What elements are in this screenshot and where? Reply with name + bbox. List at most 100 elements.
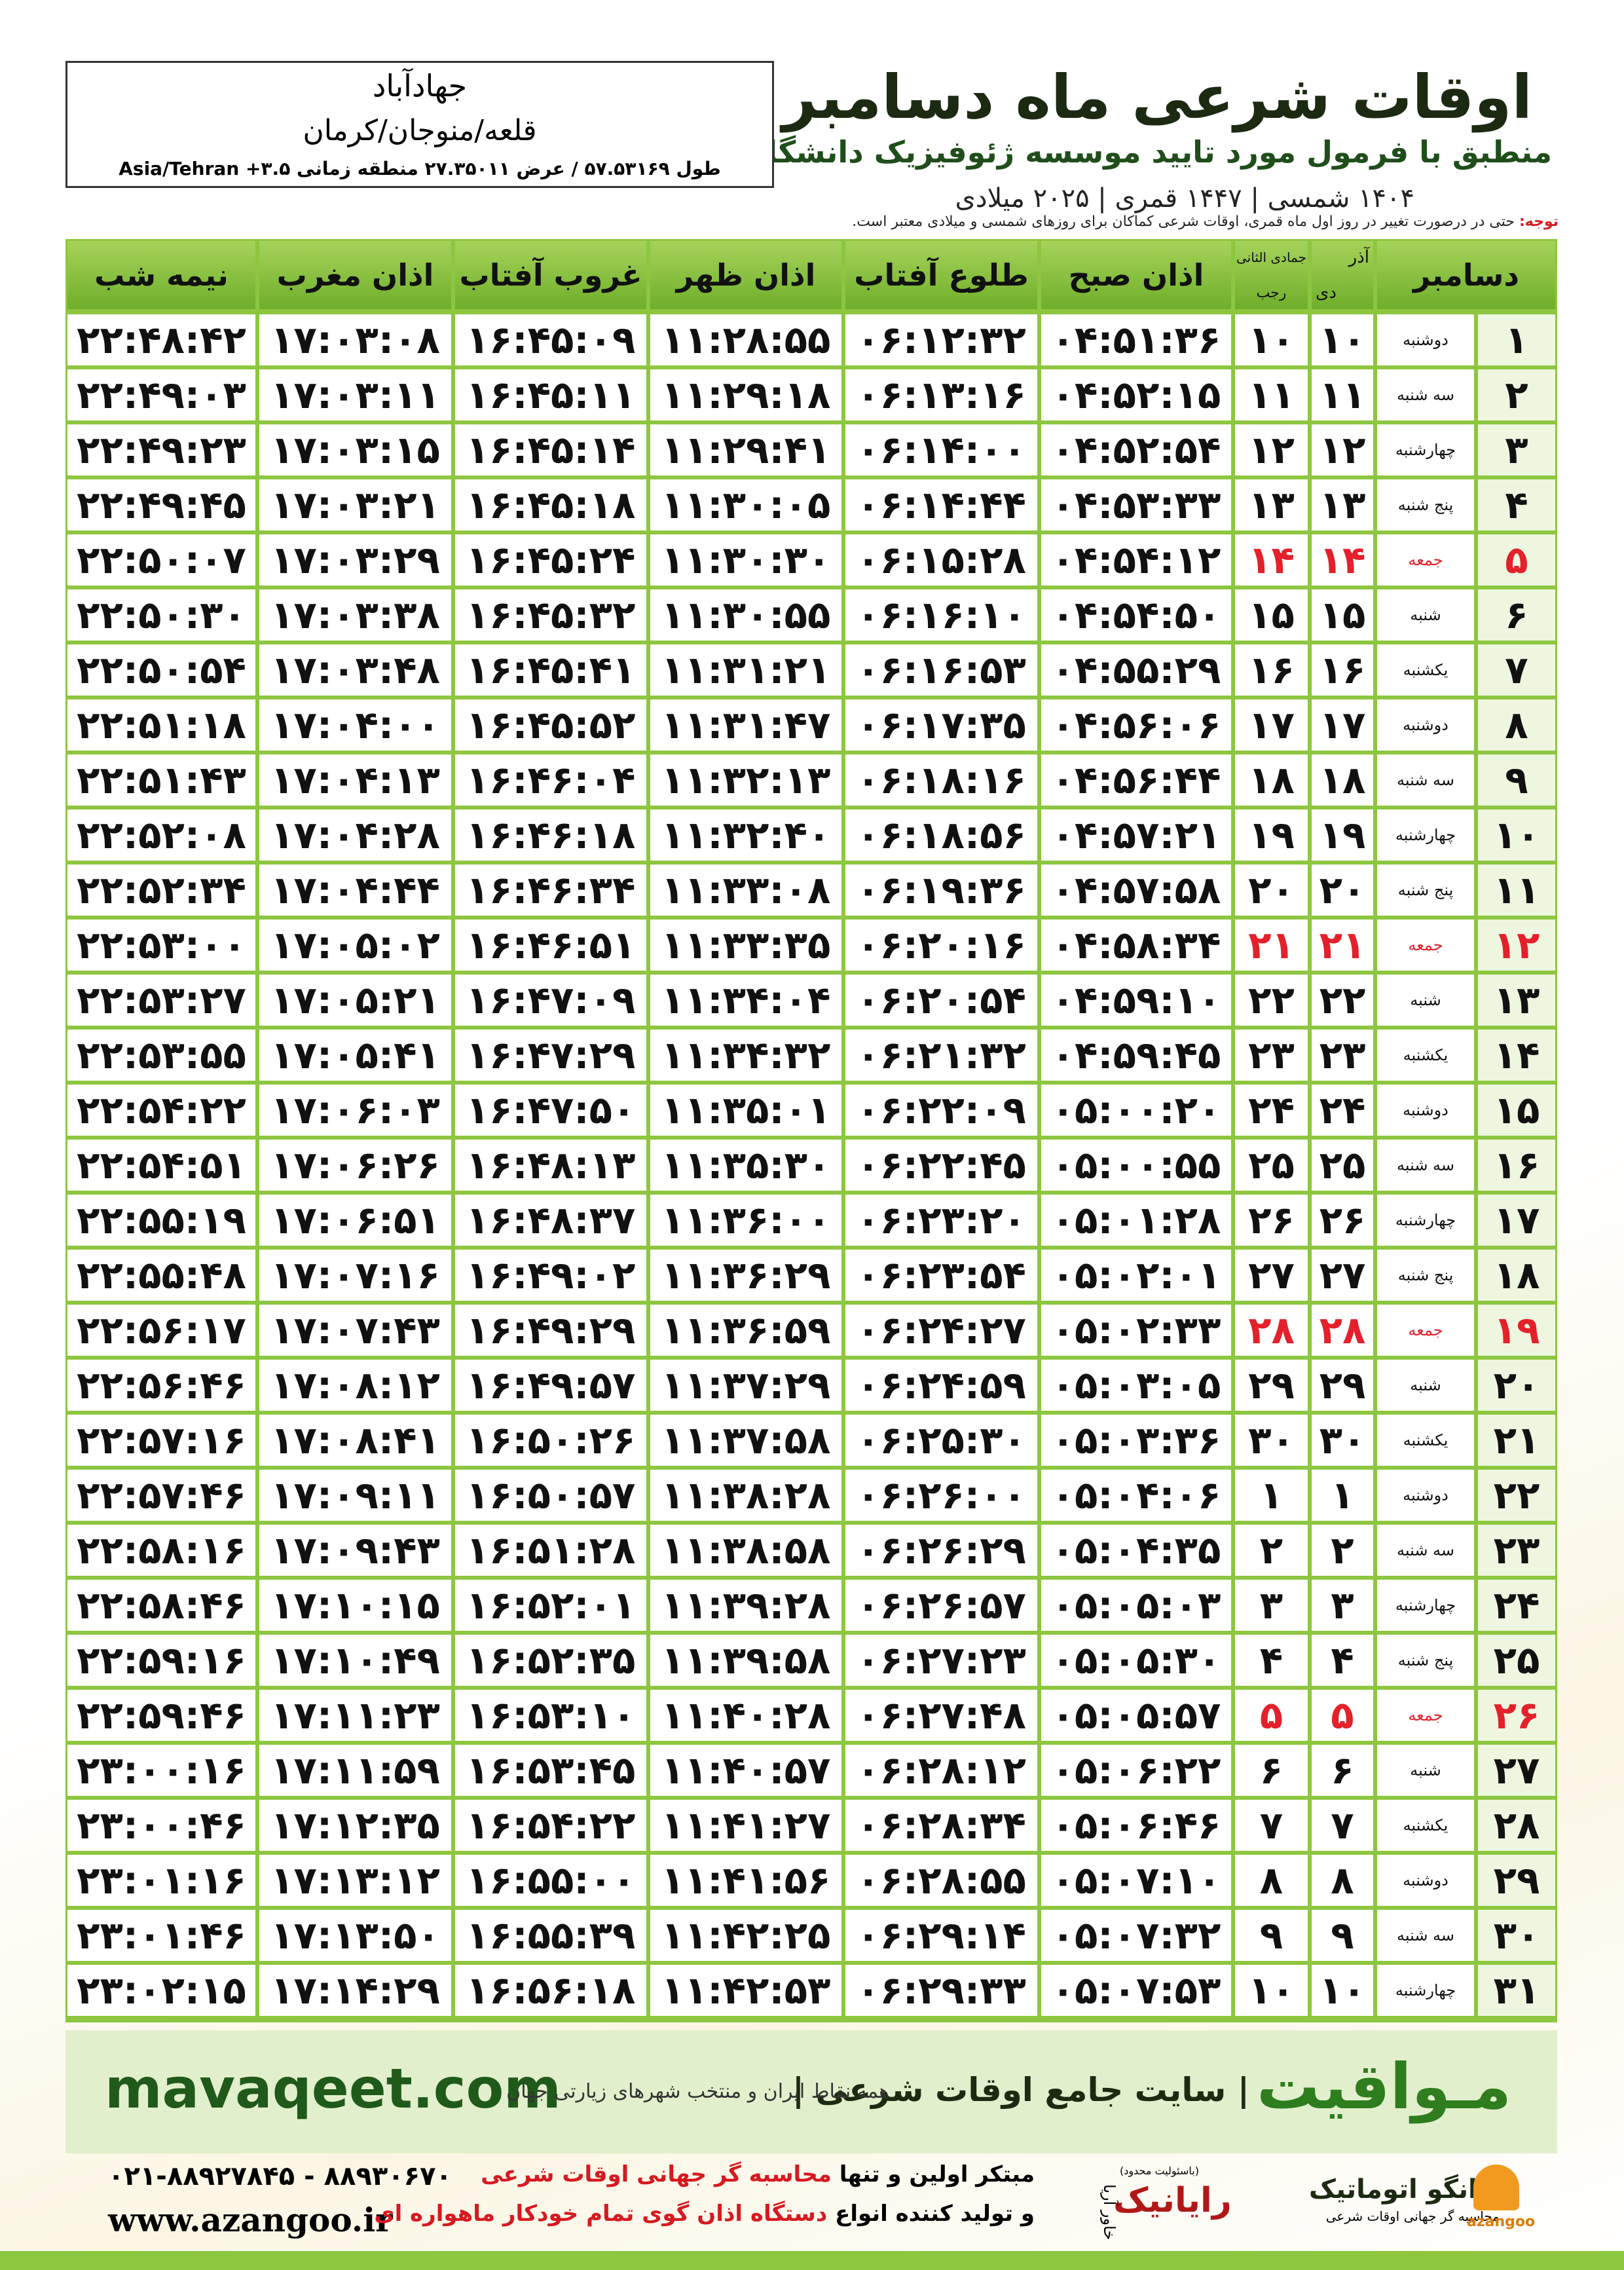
calendar-day: ۲۸ [1235, 1305, 1308, 1356]
prayer-time: ۱۱:۳۹:۵۸ [650, 1635, 841, 1686]
prayer-time: ۱۱:۴۰:۲۸ [650, 1690, 841, 1741]
brand: مـواقیت [1256, 2050, 1511, 2123]
prayer-time: ۰۵:۰۳:۰۵ [1041, 1360, 1231, 1411]
coverage: همه نقاط ایران و منتخب شهرهای زیارتی جها… [506, 2080, 889, 2103]
prayer-time: ۲۲:۵۰:۵۴ [67, 644, 255, 696]
weekday: چهارشنبه [1377, 424, 1474, 475]
calendar-day: ۱۰ [1312, 1965, 1373, 2016]
prayer-time: ۱۱:۳۰:۵۵ [650, 589, 841, 641]
weekday: چهارشنبه [1377, 1580, 1474, 1631]
prayer-time: ۱۶:۵۵:۳۹ [455, 1910, 646, 1961]
prayer-time: ۱۶:۴۹:۲۹ [455, 1305, 646, 1356]
prayer-time: ۰۵:۰۲:۳۳ [1041, 1305, 1231, 1356]
weekday: شنبه [1377, 589, 1474, 641]
weekday: پنج شنبه [1377, 479, 1474, 530]
prayer-time: ۲۳:۰۰:۴۶ [67, 1800, 255, 1851]
prayer-time: ۱۱:۳۶:۰۰ [650, 1195, 841, 1246]
prayer-time: ۰۵:۰۶:۲۲ [1041, 1745, 1231, 1796]
prayer-time: ۰۴:۵۶:۴۴ [1041, 754, 1231, 806]
prayer-time: ۲۲:۴۹:۰۳ [67, 369, 255, 420]
header-cell: اذان صبح [1041, 241, 1231, 309]
prayer-time: ۰۵:۰۲:۰۱ [1041, 1250, 1231, 1301]
day-number: ۲ [1478, 369, 1555, 420]
calendar-day: ۷ [1312, 1800, 1373, 1851]
prayer-time: ۱۷:۰۳:۱۵ [259, 424, 451, 475]
day-number: ۲۱ [1478, 1415, 1555, 1466]
prayer-time: ۲۲:۵۸:۱۶ [67, 1525, 255, 1576]
promo-text: مبتکر اولین و تنها [839, 2161, 1035, 2187]
prayer-time: ۱۶:۴۷:۵۰ [455, 1085, 646, 1136]
weekday: یکشنبه [1377, 1415, 1474, 1466]
calendar-day: ۲۷ [1235, 1250, 1308, 1301]
prayer-time: ۰۶:۲۸:۳۴ [845, 1800, 1037, 1851]
prayer-time: ۰۶:۱۳:۱۶ [845, 369, 1037, 420]
prayer-time: ۱۷:۱۱:۵۹ [259, 1745, 451, 1796]
day-number: ۸ [1478, 699, 1555, 751]
calendar-day: ۹ [1235, 1910, 1308, 1961]
header-cell [1312, 241, 1373, 309]
prayer-time: ۱۷:۰۳:۲۹ [259, 534, 451, 586]
prayer-time: ۱۷:۰۶:۰۳ [259, 1085, 451, 1136]
raianik-logo: رایانیک [1113, 2181, 1232, 2220]
prayer-time: ۱۷:۰۴:۱۳ [259, 754, 451, 806]
day-number: ۳۱ [1478, 1965, 1555, 2016]
prayer-time: ۲۲:۵۰:۳۰ [67, 589, 255, 641]
prayer-time: ۲۳:۰۲:۱۵ [67, 1965, 255, 2016]
weekday: دوشنبه [1377, 1085, 1474, 1136]
prayer-time: ۱۶:۵۶:۱۸ [455, 1965, 646, 2016]
prayer-time: ۱۱:۲۹:۱۸ [650, 369, 841, 420]
calendar-day: ۲۰ [1312, 865, 1373, 916]
prayer-time: ۰۶:۲۰:۵۴ [845, 975, 1037, 1026]
day-number: ۱۶ [1478, 1140, 1555, 1191]
calendar-day: ۲ [1235, 1525, 1308, 1576]
day-number: ۲۷ [1478, 1745, 1555, 1796]
day-number: ۵ [1478, 534, 1555, 586]
calendar-day: ۱۳ [1312, 479, 1373, 530]
day-number: ۲۸ [1478, 1800, 1555, 1851]
calendar-day: ۵ [1235, 1690, 1308, 1741]
day-number: ۲۰ [1478, 1360, 1555, 1411]
prayer-time: ۱۶:۵۰:۲۶ [455, 1415, 646, 1466]
prayer-time: ۲۲:۵۴:۲۲ [67, 1085, 255, 1136]
prayer-time: ۱۷:۰۷:۴۳ [259, 1305, 451, 1356]
prayer-time: ۱۱:۴۱:۵۶ [650, 1855, 841, 1906]
prayer-time: ۰۶:۱۸:۵۶ [845, 809, 1037, 861]
prayer-time: ۲۲:۵۳:۲۷ [67, 975, 255, 1026]
calendar-day: ۸ [1312, 1855, 1373, 1906]
prayer-time: ۱۷:۰۶:۲۶ [259, 1140, 451, 1191]
calendar-day: ۸ [1235, 1855, 1308, 1906]
calendar-day: ۱۵ [1312, 589, 1373, 641]
calendar-day: ۲۹ [1312, 1360, 1373, 1411]
prayer-time: ۲۲:۴۸:۴۲ [67, 314, 255, 365]
calendar-day: ۱۸ [1235, 754, 1308, 806]
prayer-time: ۰۶:۲۷:۴۸ [845, 1690, 1037, 1741]
prayer-time: ۱۶:۵۳:۴۵ [455, 1745, 646, 1796]
prayer-time: ۱۷:۰۴:۴۴ [259, 865, 451, 916]
prayer-time: ۲۲:۵۶:۴۶ [67, 1360, 255, 1411]
azangoo-sub: محاسبه گر جهانی اوقات شرعی [1325, 2208, 1500, 2224]
weekday: پنج شنبه [1377, 1250, 1474, 1301]
prayer-time: ۰۵:۰۴:۰۶ [1041, 1470, 1231, 1521]
calendar-day: ۹ [1312, 1910, 1373, 1961]
calendar-day: ۱۴ [1235, 534, 1308, 586]
prayer-time: ۰۴:۵۷:۵۸ [1041, 865, 1231, 916]
prayer-time: ۱۱:۳۱:۴۷ [650, 699, 841, 751]
day-number: ۱۴ [1478, 1030, 1555, 1081]
prayer-time: ۲۲:۵۸:۴۶ [67, 1580, 255, 1631]
prayer-time: ۲۲:۵۵:۴۸ [67, 1250, 255, 1301]
prayer-time: ۰۵:۰۳:۳۶ [1041, 1415, 1231, 1466]
calendar-day: ۲۴ [1312, 1085, 1373, 1136]
prayer-time: ۰۵:۰۰:۵۵ [1041, 1140, 1231, 1191]
prayer-time: ۲۳:۰۱:۴۶ [67, 1910, 255, 1961]
calendar-day: ۱ [1312, 1470, 1373, 1521]
weekday: جمعه [1377, 1305, 1474, 1356]
azangoo-en: azangoo [1467, 2214, 1536, 2230]
prayer-time: ۱۶:۴۶:۱۸ [455, 809, 646, 861]
weekday: دوشنبه [1377, 1470, 1474, 1521]
calendar-day: ۶ [1235, 1745, 1308, 1796]
calendar-day: ۲۶ [1312, 1195, 1373, 1246]
calendar-day: ۳ [1312, 1580, 1373, 1631]
prayer-time: ۰۴:۵۲:۵۴ [1041, 424, 1231, 475]
prayer-time: ۱۶:۴۵:۲۴ [455, 534, 646, 586]
header-cell: غروب آفتاب [455, 241, 646, 309]
